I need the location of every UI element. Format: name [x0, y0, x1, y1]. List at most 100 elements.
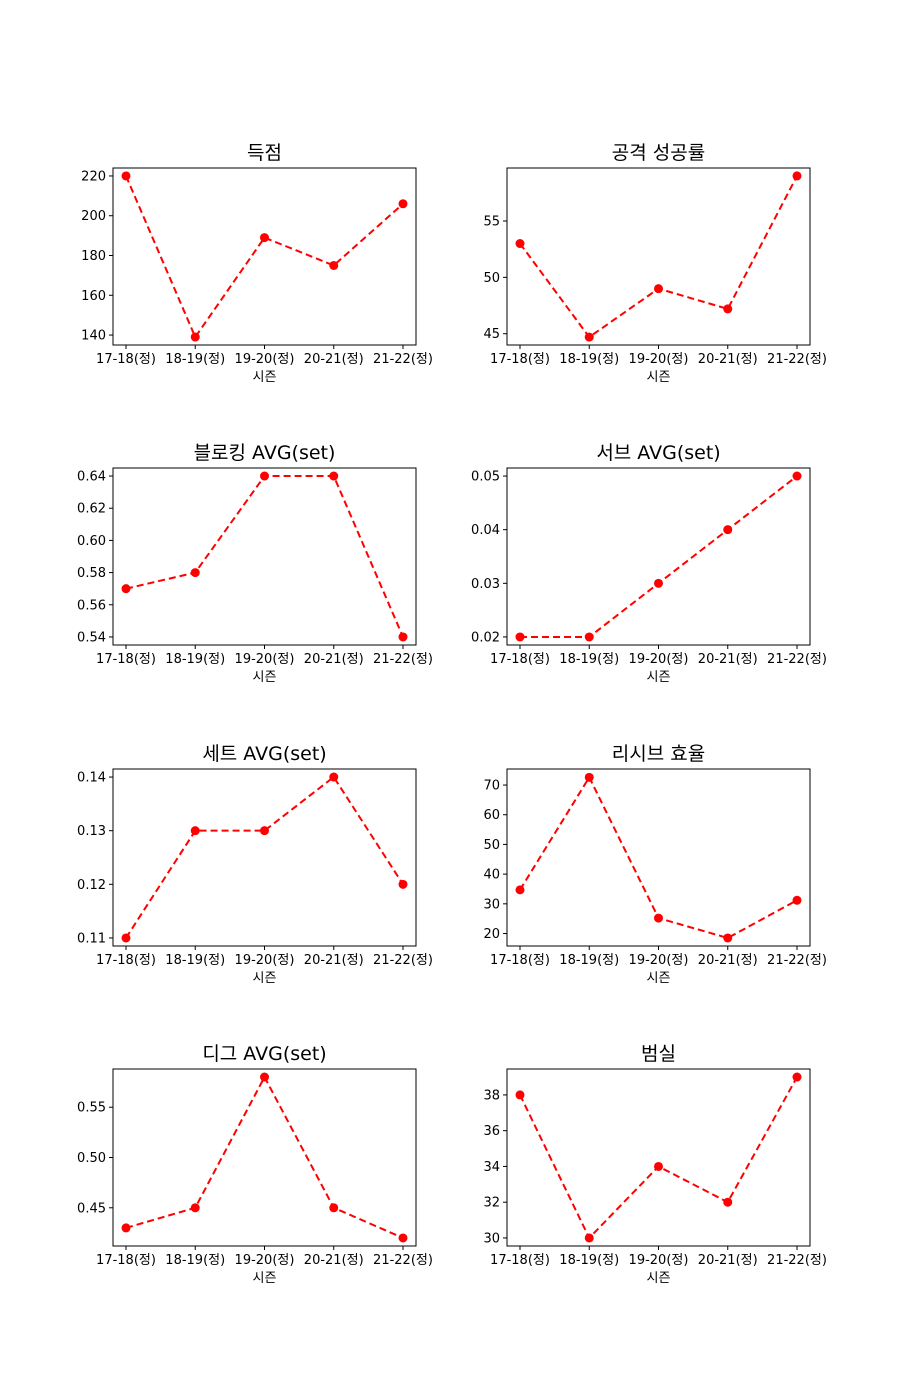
- x-tick-label: 18-19(정): [165, 652, 225, 667]
- data-point: [792, 1072, 802, 1082]
- y-tick-label: 0.45: [77, 1201, 106, 1216]
- x-axis-label: 시즌: [647, 370, 671, 385]
- y-tick-label: 0.02: [471, 630, 500, 645]
- data-point: [515, 1090, 525, 1100]
- plot-frame: [112, 167, 417, 346]
- y-tick-label: 0.56: [77, 598, 106, 613]
- data-point: [329, 260, 339, 270]
- data-point: [723, 525, 733, 535]
- x-tick-label: 21-22(정): [373, 652, 433, 667]
- chart-title: 범실: [641, 1043, 676, 1065]
- chart-title: 서브 AVG(set): [596, 442, 720, 464]
- data-point: [792, 171, 802, 181]
- y-tick-label: 40: [483, 868, 500, 883]
- x-tick-label: 20-21(정): [698, 352, 758, 367]
- chart-title: 블로킹 AVG(set): [194, 442, 336, 464]
- x-axis-label: 시즌: [253, 1271, 277, 1286]
- data-point: [584, 332, 594, 342]
- data-point: [190, 1203, 200, 1213]
- y-tick-label: 0.03: [471, 577, 500, 592]
- data-point: [515, 239, 525, 249]
- chart-title: 리시브 효율: [612, 743, 705, 765]
- data-point: [260, 233, 269, 243]
- chart-panel-6: 리시브 효율 20 30 40 50 60 70 17-18(정) 18-19(정) 19-20(…: [483, 743, 826, 986]
- data-point: [329, 471, 339, 481]
- y-tick-label: 38: [483, 1088, 500, 1103]
- data-point: [398, 199, 408, 209]
- y-tick-label: 50: [483, 271, 500, 286]
- data-point: [329, 772, 339, 782]
- data-point: [584, 772, 594, 782]
- x-tick-label: 19-20(정): [629, 1253, 689, 1268]
- x-tick-label: 17-18(정): [490, 953, 550, 968]
- y-tick-label: 0.13: [77, 824, 106, 839]
- y-tick-label: 50: [483, 838, 500, 853]
- x-tick-label: 21-22(정): [767, 652, 827, 667]
- y-tick-label: 0.14: [77, 771, 106, 786]
- x-tick-label: 20-21(정): [698, 652, 758, 667]
- series-line: [125, 475, 404, 638]
- x-tick-label: 19-20(정): [235, 352, 295, 367]
- y-tick-label: 20: [483, 927, 500, 942]
- plot-frame: [112, 768, 417, 947]
- series-line: [519, 175, 798, 339]
- series-line: [519, 1076, 798, 1240]
- series-line: [125, 175, 404, 340]
- x-tick-label: 21-22(정): [373, 352, 433, 367]
- plot-frame: [112, 467, 417, 646]
- y-tick-label: 34: [483, 1160, 500, 1175]
- x-tick-label: 18-19(정): [165, 1253, 225, 1268]
- y-tick-label: 180: [81, 249, 106, 264]
- y-tick-label: 200: [81, 209, 106, 224]
- x-axis-label: 시즌: [253, 971, 277, 986]
- data-point: [584, 1233, 594, 1243]
- chart-title: 득점: [247, 142, 282, 164]
- x-tick-label: 20-21(정): [304, 953, 364, 968]
- y-tick-label: 220: [81, 169, 106, 184]
- x-tick-label: 21-22(정): [767, 1253, 827, 1268]
- y-tick-label: 30: [483, 1231, 500, 1246]
- plot-frame: [506, 167, 811, 346]
- data-point: [260, 471, 269, 481]
- data-point: [654, 578, 663, 588]
- x-tick-label: 21-22(정): [373, 1253, 433, 1268]
- data-point: [654, 1161, 663, 1171]
- y-tick-label: 55: [483, 214, 500, 229]
- x-tick-label: 18-19(정): [559, 953, 619, 968]
- series-line: [125, 775, 404, 939]
- x-tick-label: 17-18(정): [96, 352, 156, 367]
- plot-frame: [506, 467, 811, 646]
- x-tick-label: 21-22(정): [373, 953, 433, 968]
- data-point: [515, 885, 525, 895]
- y-tick-label: 0.12: [77, 878, 106, 893]
- y-tick-label: 45: [483, 327, 500, 342]
- data-point: [121, 933, 131, 943]
- y-tick-label: 60: [483, 808, 500, 823]
- plot-frame: [506, 1068, 811, 1247]
- y-tick-label: 30: [483, 897, 500, 912]
- series-line: [520, 475, 798, 638]
- data-point: [260, 826, 269, 836]
- y-tick-label: 36: [483, 1124, 500, 1139]
- x-tick-label: 18-19(정): [559, 352, 619, 367]
- chart-panel-2: 공격 성공률 45 50 55 17-18(정) 18-19(정) 19-20(정) 20-2…: [483, 142, 826, 385]
- data-point: [584, 632, 594, 642]
- x-tick-label: 19-20(정): [629, 652, 689, 667]
- y-tick-label: 0.54: [77, 630, 106, 645]
- x-tick-label: 19-20(정): [235, 1253, 295, 1268]
- chart-panel-5: 세트 AVG(set) 0.11 0.12 0.13 0.14 17-18(정) 18-19…: [77, 743, 433, 986]
- x-tick-label: 20-21(정): [304, 652, 364, 667]
- data-point: [723, 1197, 733, 1207]
- x-tick-label: 17-18(정): [96, 652, 156, 667]
- chart-title: 공격 성공률: [612, 142, 705, 164]
- data-point: [723, 304, 733, 314]
- x-tick-label: 21-22(정): [767, 352, 827, 367]
- y-tick-label: 140: [81, 329, 106, 344]
- data-point: [398, 632, 408, 642]
- y-tick-label: 0.11: [77, 931, 106, 946]
- data-point: [654, 913, 663, 923]
- x-tick-label: 19-20(정): [629, 953, 689, 968]
- y-tick-label: 0.04: [471, 523, 500, 538]
- data-point: [329, 1203, 339, 1213]
